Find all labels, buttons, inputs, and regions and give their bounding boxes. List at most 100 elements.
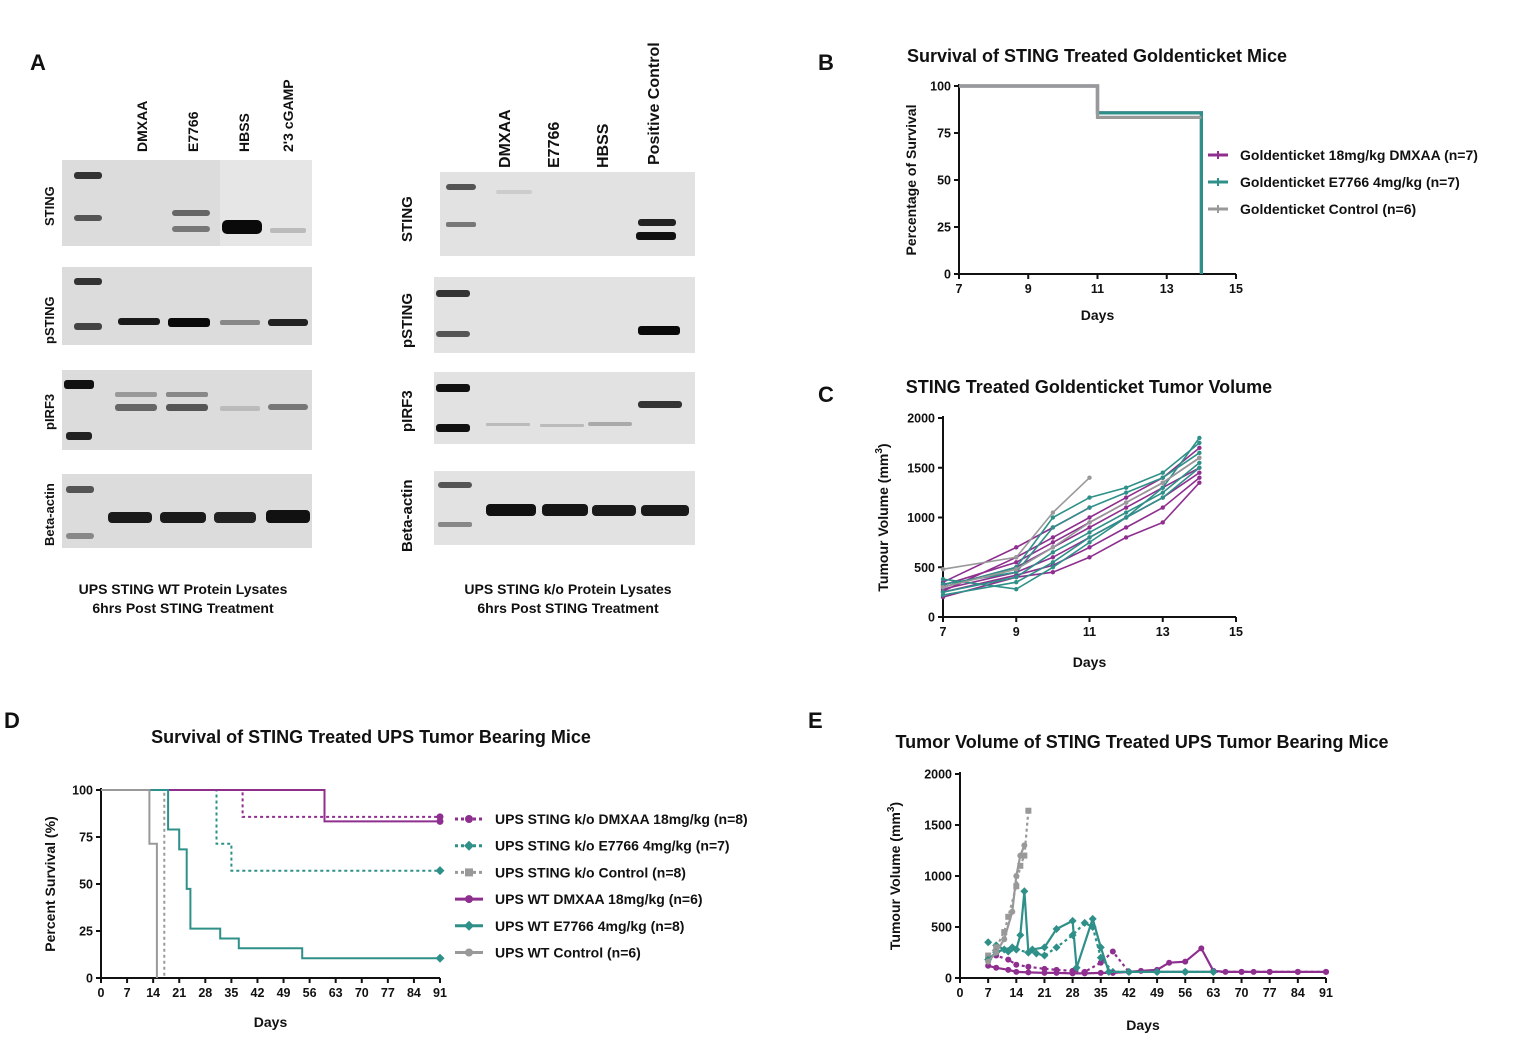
data-point bbox=[1017, 852, 1024, 859]
data-point bbox=[1050, 560, 1056, 565]
chart-title: Survival of STING Treated UPS Tumor Bear… bbox=[151, 727, 591, 747]
x-axis-label: Days bbox=[1081, 307, 1115, 323]
right-lane-label: E7766 bbox=[546, 122, 563, 168]
y-tick-label: 0 bbox=[86, 972, 93, 986]
data-point bbox=[1087, 515, 1092, 520]
left-blots bbox=[62, 160, 312, 548]
x-tick-label: 28 bbox=[198, 986, 212, 1000]
x-tick-label: 15 bbox=[1229, 625, 1243, 639]
data-point bbox=[1050, 525, 1056, 530]
data-point bbox=[1198, 945, 1205, 952]
protein-band bbox=[172, 210, 210, 216]
y-tick-label: 2000 bbox=[907, 412, 935, 426]
data-point bbox=[1222, 968, 1229, 975]
blot-label: pSTING bbox=[42, 296, 57, 344]
data-point bbox=[1020, 887, 1029, 896]
data-point bbox=[1160, 480, 1165, 485]
right-blot-caption: UPS STING k/o Protein Lysates bbox=[464, 581, 671, 597]
x-tick-label: 28 bbox=[1066, 986, 1080, 1000]
data-point bbox=[435, 953, 445, 963]
protein-band bbox=[638, 219, 676, 226]
chart-b-survival-goldenticket: Survival of STING Treated Goldenticket M… bbox=[903, 46, 1478, 323]
series bbox=[101, 789, 445, 876]
x-tick-label: 13 bbox=[1160, 282, 1174, 296]
data-point bbox=[1104, 967, 1113, 976]
x-axis-label: Days bbox=[1126, 1017, 1160, 1033]
data-point bbox=[940, 584, 946, 590]
data-point bbox=[1013, 961, 1020, 968]
x-tick-label: 77 bbox=[381, 986, 395, 1000]
data-point bbox=[1032, 949, 1041, 958]
legend-label: UPS STING k/o DMXAA 18mg/kg (n=8) bbox=[495, 811, 748, 827]
data-point bbox=[1017, 862, 1024, 869]
data-point bbox=[465, 815, 473, 823]
x-tick-label: 9 bbox=[1013, 625, 1020, 639]
y-axis-label: Percentage of Survival bbox=[903, 105, 919, 256]
data-point bbox=[1081, 970, 1088, 977]
data-point bbox=[993, 944, 1000, 951]
panel-letter-e: E bbox=[808, 708, 823, 733]
series-line bbox=[101, 789, 440, 823]
data-point bbox=[1087, 525, 1092, 530]
panel-letter-b: B bbox=[818, 50, 834, 75]
x-tick-label: 63 bbox=[329, 986, 343, 1000]
blot-label: STING bbox=[42, 186, 57, 226]
data-point bbox=[1021, 852, 1028, 859]
left-lane-label: 2'3 cGAMP bbox=[280, 79, 296, 152]
data-point bbox=[993, 964, 1000, 971]
y-tick-label: 100 bbox=[930, 80, 951, 94]
data-point bbox=[1013, 883, 1020, 890]
data-point bbox=[1087, 530, 1092, 535]
data-point bbox=[1087, 555, 1092, 560]
right-blot-caption: 6hrs Post STING Treatment bbox=[477, 600, 659, 616]
y-tick-label: 1500 bbox=[924, 819, 952, 833]
data-point bbox=[1123, 500, 1129, 505]
left-blot-caption: UPS STING WT Protein Lysates bbox=[79, 581, 288, 597]
data-point bbox=[436, 817, 444, 825]
data-point bbox=[1013, 968, 1020, 975]
data-point bbox=[1087, 495, 1092, 500]
panel-letter-a: A bbox=[30, 50, 46, 75]
data-point bbox=[1050, 515, 1056, 520]
data-point bbox=[1087, 505, 1092, 510]
data-point bbox=[1014, 545, 1019, 550]
y-axis-label: Tumour Volume (mm3) bbox=[874, 443, 891, 591]
data-point bbox=[1001, 936, 1008, 943]
data-point bbox=[1182, 958, 1189, 965]
legend-label: UPS WT E7766 4mg/kg (n=8) bbox=[495, 918, 684, 934]
data-point bbox=[1014, 560, 1019, 565]
x-tick-label: 56 bbox=[303, 986, 317, 1000]
series-line bbox=[959, 84, 1204, 274]
x-tick-label: 49 bbox=[1150, 986, 1164, 1000]
data-point bbox=[1050, 545, 1056, 550]
data-point bbox=[1160, 485, 1165, 490]
x-tick-label: 7 bbox=[124, 986, 131, 1000]
data-point bbox=[1166, 959, 1173, 966]
data-point bbox=[1069, 970, 1076, 977]
right-blot-labels: STING pSTING pIRF3 Beta-actin bbox=[399, 196, 416, 552]
x-tick-label: 70 bbox=[1235, 986, 1249, 1000]
data-point bbox=[1153, 967, 1162, 976]
series bbox=[101, 789, 158, 978]
data-point bbox=[1197, 445, 1202, 451]
marker-band bbox=[74, 172, 102, 179]
panel-letter-d: D bbox=[4, 708, 20, 733]
protein-band bbox=[108, 512, 152, 523]
data-point bbox=[1160, 475, 1165, 480]
data-point bbox=[1052, 943, 1061, 952]
series-line bbox=[101, 789, 158, 978]
series bbox=[940, 435, 1202, 592]
data-point bbox=[1000, 945, 1009, 954]
x-tick-label: 56 bbox=[1178, 986, 1192, 1000]
x-tick-label: 14 bbox=[146, 986, 160, 1000]
protein-band bbox=[222, 220, 262, 234]
left-lane-label: E7766 bbox=[185, 111, 201, 152]
series bbox=[985, 842, 1028, 965]
blot-label: pIRF3 bbox=[399, 390, 416, 432]
legend-label: UPS WT Control (n=6) bbox=[495, 945, 641, 961]
x-tick-label: 0 bbox=[98, 986, 105, 1000]
data-point bbox=[1250, 968, 1257, 975]
x-tick-label: 70 bbox=[355, 986, 369, 1000]
legend-label: UPS WT DMXAA 18mg/kg (n=6) bbox=[495, 891, 703, 907]
x-axis-label: Days bbox=[1073, 654, 1107, 670]
